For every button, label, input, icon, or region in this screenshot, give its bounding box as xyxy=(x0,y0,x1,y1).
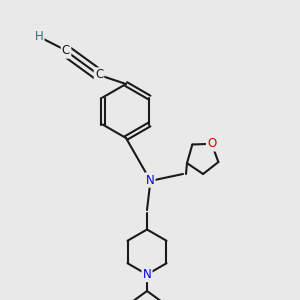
Text: H: H xyxy=(34,29,43,43)
Text: N: N xyxy=(146,173,154,187)
Text: O: O xyxy=(207,137,216,150)
Text: N: N xyxy=(142,268,152,281)
Text: C: C xyxy=(95,68,103,82)
Text: C: C xyxy=(62,44,70,58)
